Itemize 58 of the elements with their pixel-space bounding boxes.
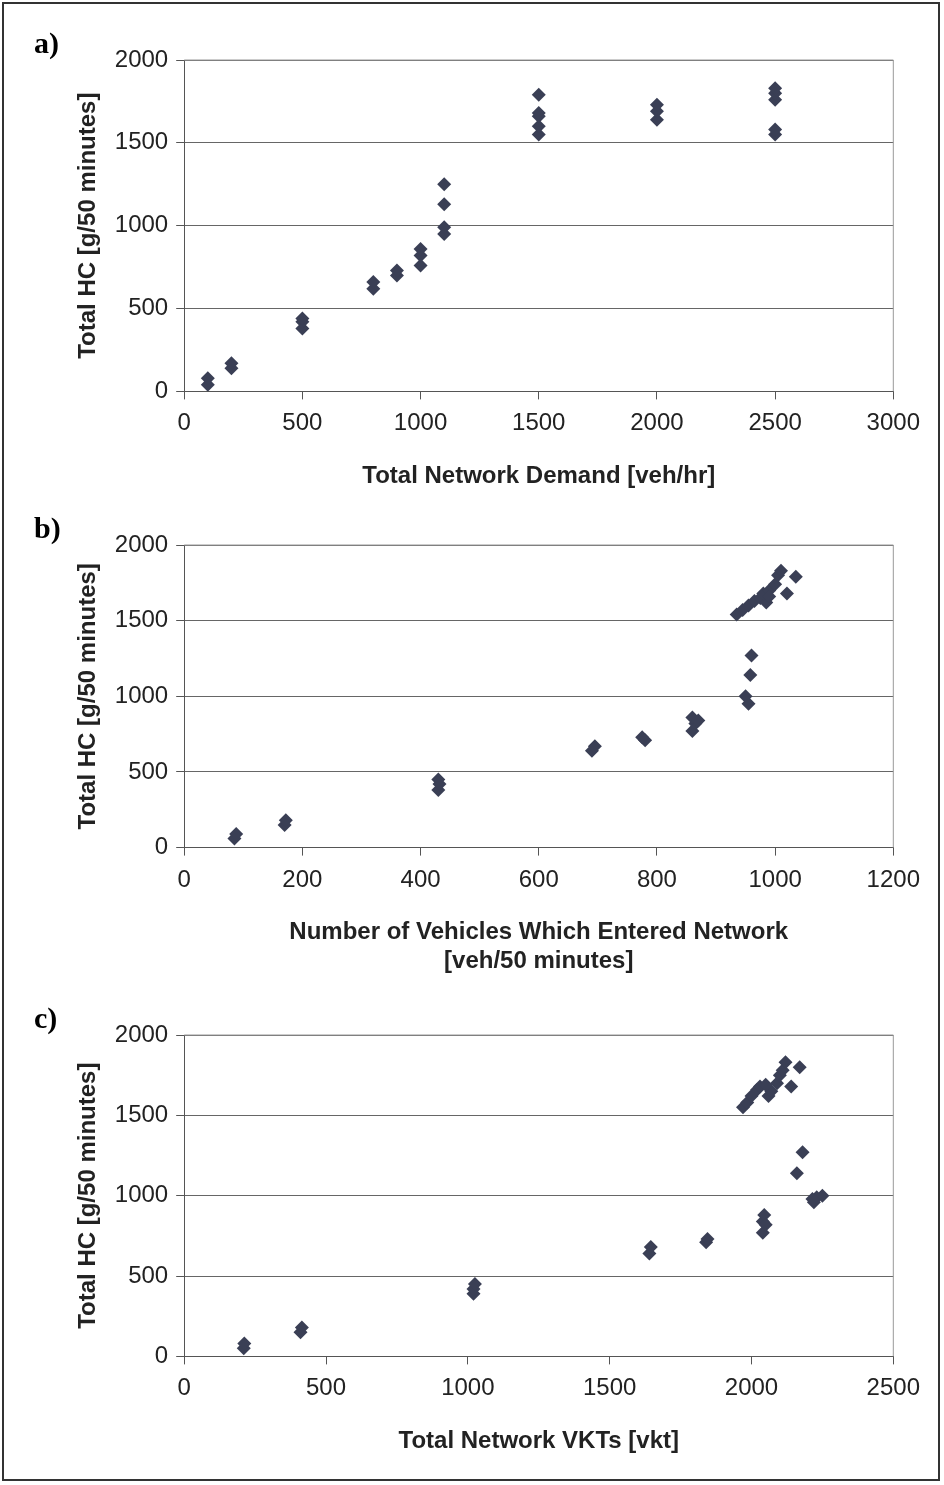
y-tick-label: 1000 xyxy=(114,680,169,708)
point xyxy=(778,1055,793,1070)
point xyxy=(795,1145,810,1160)
point xyxy=(437,197,452,212)
x-tick-label: 3000 xyxy=(866,408,920,436)
y-tick-label: 1000 xyxy=(114,1180,169,1208)
y-axis-title: Total HC [g/50 minutes] xyxy=(73,92,101,359)
x-tick-label: 1500 xyxy=(512,408,566,436)
x-axis-title: Total Network VKTs [vkt] xyxy=(398,1426,679,1454)
x-tick-label: 1000 xyxy=(441,1373,495,1401)
chart-title: b) xyxy=(34,511,61,545)
x-axis-title: Number of Vehicles Which Entered Network [veh/50 minutes] xyxy=(289,917,789,974)
y-tick-label: 2000 xyxy=(114,529,169,557)
point xyxy=(743,668,758,683)
x-tick-label: 200 xyxy=(282,864,323,892)
x-tick-label: 1500 xyxy=(582,1373,637,1401)
point xyxy=(779,586,794,601)
x-tick-label: 500 xyxy=(282,408,323,436)
x-tick-label: 2000 xyxy=(724,1373,779,1401)
x-tick-label: 400 xyxy=(400,864,441,892)
point xyxy=(437,177,452,192)
x-tick-label: 2500 xyxy=(748,408,802,436)
y-tick-label: 0 xyxy=(154,376,169,404)
point xyxy=(738,689,753,704)
x-tick-label: 1200 xyxy=(866,864,920,892)
point xyxy=(789,1166,804,1181)
y-tick-label: 1500 xyxy=(114,1099,169,1127)
y-tick-label: 1500 xyxy=(114,605,169,633)
y-tick-label: 1000 xyxy=(114,210,169,238)
point xyxy=(788,569,803,584)
y-tick-label: 500 xyxy=(128,756,169,784)
x-tick-label: 0 xyxy=(177,864,191,892)
point xyxy=(784,1079,799,1094)
x-tick-label: 500 xyxy=(305,1373,347,1401)
point xyxy=(768,577,783,592)
y-axis-title: Total HC [g/50 minutes] xyxy=(73,563,101,830)
point xyxy=(531,87,546,102)
y-tick-label: 0 xyxy=(154,832,169,860)
y-axis-title: Total HC [g/50 minutes] xyxy=(73,1062,101,1329)
y-tick-label: 2000 xyxy=(114,44,169,72)
point xyxy=(792,1060,807,1075)
x-tick-label: 600 xyxy=(518,864,559,892)
x-tick-label: 1000 xyxy=(748,864,802,892)
x-tick-label: 800 xyxy=(636,864,677,892)
x-tick-label: 2000 xyxy=(630,408,684,436)
y-tick-label: 500 xyxy=(128,293,169,321)
x-tick-label: 0 xyxy=(177,408,191,436)
x-axis-title: Total Network Demand [veh/hr] xyxy=(362,461,716,489)
chart-title: a) xyxy=(34,26,59,60)
chart-title: c) xyxy=(34,1001,58,1035)
y-tick-label: 500 xyxy=(128,1260,169,1288)
y-tick-label: 1500 xyxy=(114,127,169,155)
x-tick-label: 0 xyxy=(177,1373,191,1401)
x-tick-label: 1000 xyxy=(393,408,448,436)
point xyxy=(744,648,759,663)
y-tick-label: 0 xyxy=(154,1341,169,1369)
y-tick-label: 2000 xyxy=(114,1019,169,1047)
x-tick-label: 2500 xyxy=(866,1373,920,1401)
